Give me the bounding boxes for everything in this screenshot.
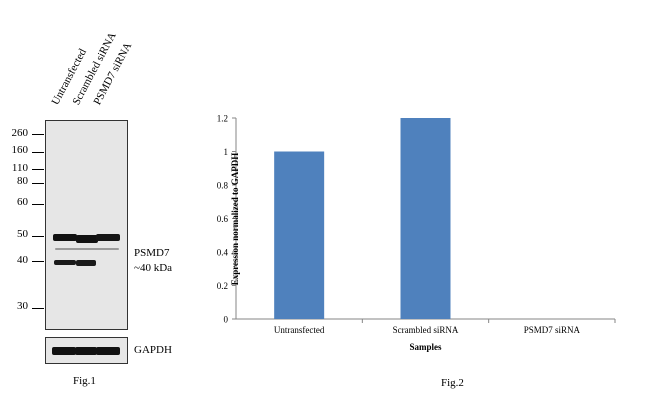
- y-axis-title: Expression normalized to GAPDH: [230, 153, 240, 286]
- x-tick-label: Scrambled siRNA: [393, 325, 459, 335]
- mw-tick: [32, 169, 44, 170]
- band-scrambled-40: [76, 260, 96, 266]
- mw-tick: [32, 261, 44, 262]
- mw-tick: [32, 183, 44, 184]
- mw-tick: [32, 134, 44, 135]
- y-tick-label: 0.4: [217, 248, 229, 258]
- mw-marker-160: 160: [11, 144, 29, 156]
- band-gapdh-scrambled: [75, 347, 97, 355]
- mw-marker-30: 30: [17, 300, 28, 312]
- bar: [274, 151, 325, 319]
- band-untransfected-40: [54, 260, 76, 265]
- y-tick-label: 0.6: [217, 214, 229, 224]
- mw-tick: [32, 204, 44, 205]
- blot-panel-gapdh: [45, 337, 128, 364]
- mw-marker-260: 260: [11, 127, 29, 139]
- fig1-caption: Fig.1: [73, 375, 96, 387]
- band-untransfected-50: [53, 234, 77, 241]
- mw-tick: [32, 152, 44, 153]
- mw-marker-110: 110: [11, 162, 28, 174]
- band-gapdh-untransfected: [52, 347, 76, 355]
- bar: [400, 118, 451, 319]
- x-tick-label: PSMD7 siRNA: [524, 325, 581, 335]
- band-scrambled-50: [76, 235, 98, 243]
- y-tick-label: 0.2: [217, 281, 228, 291]
- mw-tick: [32, 308, 44, 309]
- target-size-label: ~40 kDa: [134, 262, 173, 274]
- x-axis-title: Samples: [409, 342, 442, 352]
- mw-marker-40: 40: [17, 254, 28, 266]
- blot-panel-psmd7: [45, 120, 128, 330]
- mw-tick: [32, 236, 44, 237]
- band-gapdh-psmd7: [96, 347, 120, 355]
- gapdh-label: GAPDH: [134, 344, 172, 356]
- x-tick-label: Untransfected: [274, 325, 325, 335]
- mw-marker-50: 50: [17, 228, 28, 240]
- band-faint: [55, 248, 119, 250]
- mw-marker-60: 60: [17, 196, 28, 208]
- mw-marker-80: 80: [17, 175, 28, 187]
- band-psmd7-50: [96, 234, 120, 241]
- y-tick-label: 0: [224, 315, 229, 325]
- y-tick-label: 0.8: [217, 181, 229, 191]
- y-tick-label: 1: [224, 147, 229, 157]
- fig2-caption: Fig.2: [441, 377, 464, 389]
- target-protein-label: PSMD7: [134, 247, 170, 259]
- y-tick-label: 1.2: [217, 114, 228, 124]
